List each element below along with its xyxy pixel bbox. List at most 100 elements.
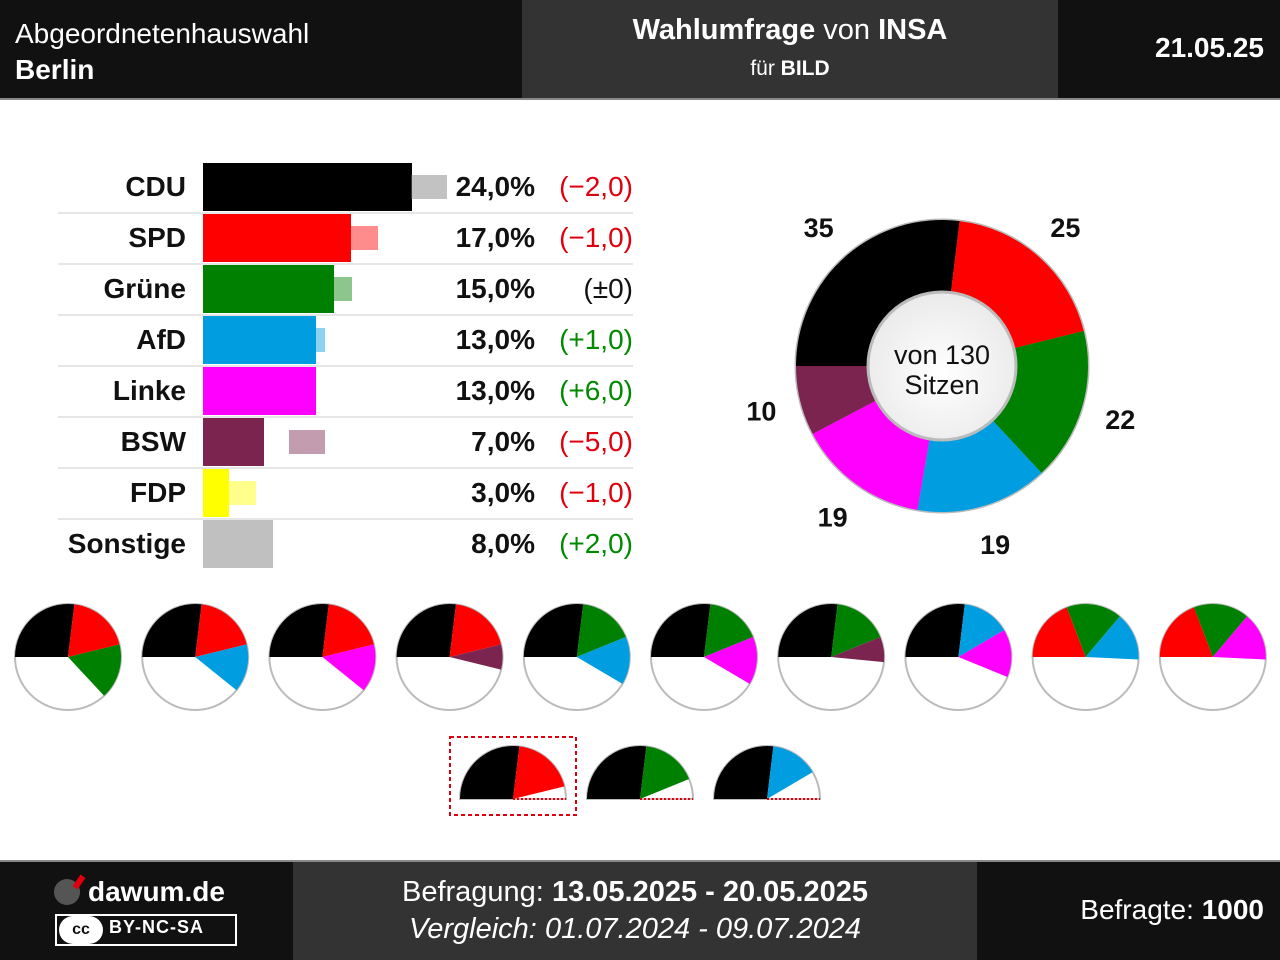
license-text: BY-NC-SA	[109, 917, 205, 937]
coalition-spd-grne-linke	[1158, 603, 1267, 711]
coalition-slice-grne	[68, 644, 122, 696]
coalition-cdu-grne-bsw	[777, 603, 886, 711]
footer: dawum.de cc BY-NC-SA Befragung: 13.05.202…	[0, 860, 1280, 960]
row-separator	[58, 518, 633, 520]
coalition-slice-bsw	[449, 644, 503, 670]
poll-von: von	[823, 14, 871, 46]
client-prefix: für	[750, 57, 775, 80]
coalition-half-cdu-afd	[712, 745, 822, 800]
coalition-slice-spd	[513, 746, 565, 799]
coalition-charts	[14, 603, 1267, 816]
coalition-slice-bsw	[831, 637, 885, 663]
election-title: Abgeordnetenhauswahl	[15, 18, 310, 49]
region-name: Berlin	[15, 54, 95, 85]
coalition-slice-cdu	[15, 604, 75, 657]
coalition-slice-grne	[640, 746, 690, 799]
coalition-slice-afd	[767, 746, 813, 799]
coalition-slice-cdu	[460, 746, 520, 799]
coalition-cdu-spd-grne	[14, 603, 122, 711]
coalition-slice-spd	[322, 604, 374, 657]
seat-count-label-grne: 22	[1105, 405, 1135, 435]
previous-value-marker-cdu	[411, 175, 448, 199]
bar-afd	[203, 316, 317, 364]
row-separator	[58, 212, 633, 214]
site-logo[interactable]: dawum.de	[54, 876, 225, 908]
coalition-slice-cdu	[651, 604, 711, 657]
compare-label: Vergleich:	[408, 913, 537, 945]
coalition-half-cdu-spd	[458, 745, 568, 800]
seat-count-label-afd: 19	[980, 530, 1010, 560]
value-label-cdu: 24,0%	[455, 171, 535, 202]
row-separator	[58, 416, 633, 418]
change-label-fdp: (−1,0)	[559, 477, 633, 508]
coalition-slice-grne	[704, 604, 754, 657]
coalition-slice-afd	[195, 644, 249, 691]
coalition-slice-linke	[958, 630, 1012, 677]
bar-label-linke: Linke	[112, 375, 186, 406]
previous-value-marker-bsw	[289, 430, 326, 454]
value-label-bsw: 7,0%	[471, 426, 535, 457]
survey-period-line: Befragung: 13.05.2025 - 20.05.2025	[293, 876, 977, 909]
respondents-count: 1000	[1201, 894, 1264, 925]
seat-count-label-cdu: 35	[804, 213, 834, 243]
change-label-bsw: (−5,0)	[559, 426, 633, 457]
compare-period-line: Vergleich: 01.07.2024 - 09.07.2024	[293, 913, 977, 946]
respondents: Befragte: 1000	[1080, 894, 1264, 926]
bar-label-fdp: FDP	[130, 477, 186, 508]
change-label-spd: (−1,0)	[559, 222, 633, 253]
footer-divider	[0, 860, 1280, 862]
coalition-slice-linke	[1212, 616, 1266, 660]
coalition-slice-linke	[704, 637, 757, 684]
value-label-linke: 13,0%	[455, 375, 535, 406]
coalition-slice-spd	[195, 604, 247, 657]
bar-label-spd: SPD	[128, 222, 186, 253]
value-label-fdp: 3,0%	[471, 477, 535, 508]
license-badge[interactable]: cc BY-NC-SA	[55, 914, 237, 946]
coalition-cdu-spd-bsw	[395, 603, 504, 711]
change-label-afd: (+1,0)	[559, 324, 633, 355]
value-label-sonstige: 8,0%	[471, 528, 535, 559]
coalition-spd-grne-afd	[1031, 603, 1140, 711]
coalition-slice-cdu	[396, 604, 456, 657]
coalition-cdu-afd-linke	[904, 603, 1013, 711]
compare-period: 01.07.2024 - 09.07.2024	[544, 913, 861, 945]
coalition-slice-spd	[449, 604, 502, 657]
change-label-linke: (+6,0)	[559, 375, 633, 406]
bar-spd	[203, 214, 351, 262]
row-separator	[58, 314, 633, 316]
coalition-cdu-spd-afd	[141, 603, 250, 711]
row-separator	[58, 263, 633, 265]
coalition-slice-spd	[68, 604, 120, 657]
value-label-grne: 15,0%	[455, 273, 535, 304]
coalition-slice-afd	[958, 604, 1005, 657]
coalition-slice-cdu	[523, 604, 584, 657]
dawum-logo-icon	[54, 879, 80, 905]
coalition-slice-afd	[576, 637, 630, 684]
coalition-half-cdu-grne	[585, 745, 695, 800]
bar-label-grne: Grüne	[103, 273, 186, 304]
coalition-slice-grne	[576, 604, 626, 657]
poll-client: für BILD	[522, 57, 1058, 81]
survey-label: Befragung:	[401, 876, 544, 908]
bar-cdu	[203, 163, 412, 211]
value-label-afd: 13,0%	[455, 324, 535, 355]
election-heading: Abgeordnetenhauswahl Berlin	[15, 16, 309, 88]
header-divider	[0, 98, 1280, 100]
survey-period: 13.05.2025 - 20.05.2025	[551, 876, 868, 908]
poll-date: 21.05.25	[1155, 32, 1264, 63]
seat-count-label-linke: 19	[818, 502, 848, 532]
respondents-label: Befragte:	[1080, 894, 1194, 925]
previous-value-marker-sonstige	[237, 532, 274, 556]
change-label-sonstige: (+2,0)	[559, 528, 633, 559]
previous-value-marker-linke	[245, 379, 282, 403]
poll-prefix: Wahlumfrage	[632, 14, 816, 46]
seat-total-label-line-1: von 130	[894, 340, 990, 370]
coalition-slice-afd	[1085, 616, 1139, 660]
bar-label-sonstige: Sonstige	[67, 528, 186, 559]
coalition-slice-cdu	[587, 746, 647, 799]
coalition-slice-spd	[1032, 607, 1086, 657]
bar-label-bsw: BSW	[120, 426, 186, 457]
coalition-slice-grne	[1066, 604, 1120, 657]
coalition-slice-linke	[322, 644, 376, 691]
value-label-spd: 17,0%	[455, 222, 535, 253]
